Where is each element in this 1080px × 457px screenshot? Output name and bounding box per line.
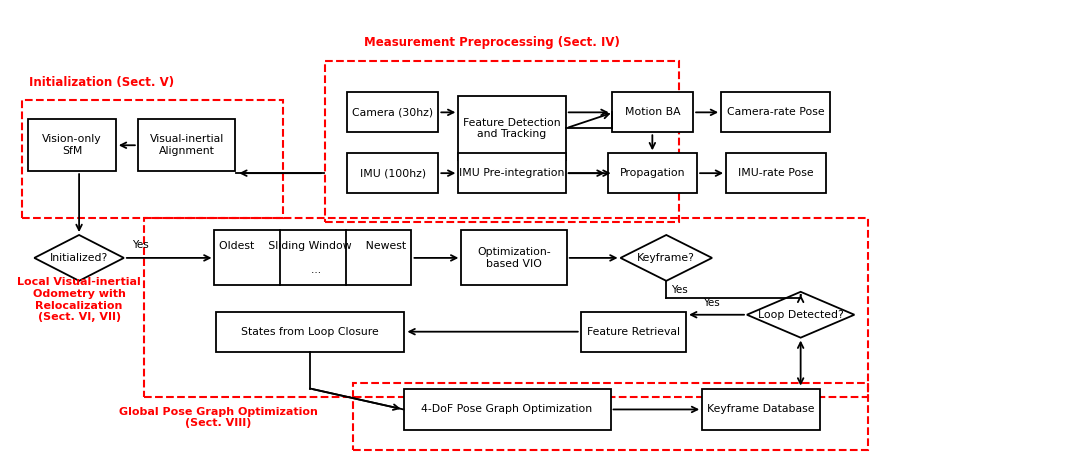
FancyBboxPatch shape	[611, 92, 693, 132]
FancyBboxPatch shape	[721, 92, 831, 132]
Text: Vision-only
SfM: Vision-only SfM	[42, 134, 102, 156]
Text: Keyframe?: Keyframe?	[637, 253, 696, 263]
FancyBboxPatch shape	[216, 312, 404, 351]
Text: Camera (30hz): Camera (30hz)	[352, 107, 433, 117]
FancyBboxPatch shape	[347, 92, 438, 132]
Text: Visual-inertial
Alignment: Visual-inertial Alignment	[149, 134, 224, 156]
Text: IMU Pre-integration: IMU Pre-integration	[459, 168, 565, 178]
Text: Yes: Yes	[703, 298, 719, 308]
FancyBboxPatch shape	[458, 96, 566, 160]
FancyBboxPatch shape	[581, 312, 686, 351]
FancyBboxPatch shape	[404, 388, 610, 430]
Polygon shape	[621, 235, 712, 281]
Text: Loop Detected?: Loop Detected?	[758, 310, 843, 320]
Text: States from Loop Closure: States from Loop Closure	[241, 327, 379, 337]
Text: Yes: Yes	[132, 240, 149, 250]
Text: Camera-rate Pose: Camera-rate Pose	[727, 107, 824, 117]
Text: Local Visual-inertial
Odometry with
Relocalization
(Sect. VI, VII): Local Visual-inertial Odometry with Relo…	[17, 277, 141, 322]
FancyBboxPatch shape	[28, 119, 116, 171]
Text: IMU (100hz): IMU (100hz)	[360, 168, 426, 178]
Text: Feature Retrieval: Feature Retrieval	[586, 327, 680, 337]
Text: Oldest    Sliding Window    Newest

  ...: Oldest Sliding Window Newest ...	[219, 241, 406, 275]
Polygon shape	[35, 235, 124, 281]
Text: Motion BA: Motion BA	[624, 107, 680, 117]
FancyBboxPatch shape	[458, 153, 566, 193]
Text: Yes: Yes	[672, 285, 688, 295]
FancyBboxPatch shape	[726, 153, 825, 193]
FancyBboxPatch shape	[347, 153, 438, 193]
FancyBboxPatch shape	[461, 230, 567, 285]
Text: Feature Detection
and Tracking: Feature Detection and Tracking	[463, 117, 561, 139]
FancyBboxPatch shape	[215, 230, 411, 285]
FancyBboxPatch shape	[608, 153, 697, 193]
Text: Initialized?: Initialized?	[50, 253, 108, 263]
Text: Optimization-
based VIO: Optimization- based VIO	[477, 247, 551, 269]
FancyBboxPatch shape	[702, 388, 820, 430]
Text: Measurement Preprocessing (Sect. IV): Measurement Preprocessing (Sect. IV)	[364, 36, 620, 49]
Text: Propagation: Propagation	[620, 168, 685, 178]
Text: Initialization (Sect. V): Initialization (Sect. V)	[29, 76, 175, 89]
Text: Keyframe Database: Keyframe Database	[707, 404, 814, 414]
Text: IMU-rate Pose: IMU-rate Pose	[738, 168, 813, 178]
Text: 4-DoF Pose Graph Optimization: 4-DoF Pose Graph Optimization	[421, 404, 593, 414]
Polygon shape	[747, 292, 854, 338]
FancyBboxPatch shape	[138, 119, 235, 171]
Text: Global Pose Graph Optimization
(Sect. VIII): Global Pose Graph Optimization (Sect. VI…	[119, 407, 318, 428]
